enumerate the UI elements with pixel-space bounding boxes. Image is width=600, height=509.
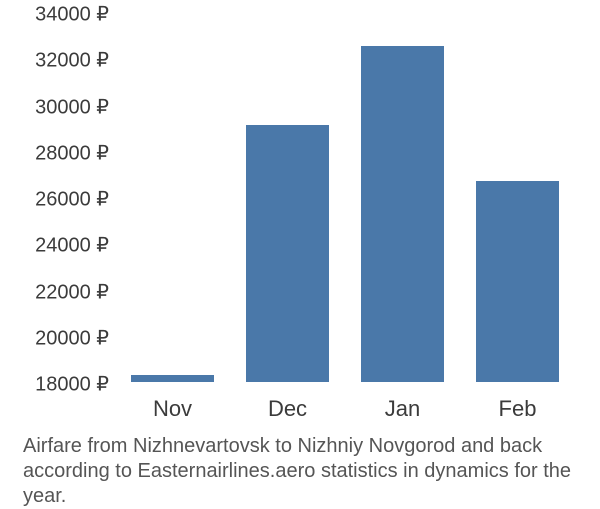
y-tick-label: 18000 ₽ xyxy=(35,372,115,397)
y-tick-label: 22000 ₽ xyxy=(35,279,115,304)
y-tick-label: 24000 ₽ xyxy=(35,233,115,258)
x-tick-label: Jan xyxy=(385,396,420,422)
bar xyxy=(476,181,559,383)
x-tick-label: Nov xyxy=(153,396,192,422)
y-tick-label: 28000 ₽ xyxy=(35,140,115,165)
bar xyxy=(131,375,214,382)
y-tick-label: 32000 ₽ xyxy=(35,48,115,73)
chart-caption: Airfare from Nizhnevartovsk to Nizhniy N… xyxy=(23,434,595,509)
airfare-bar-chart: 18000 ₽ 20000 ₽ 22000 ₽ 24000 ₽ 26000 ₽ 28000… xyxy=(0,0,600,500)
x-tick-label: Feb xyxy=(499,396,537,422)
y-tick-label: 20000 ₽ xyxy=(35,325,115,350)
plot-area: 18000 ₽20000 ₽22000 ₽24000 ₽26000 ₽28000… xyxy=(115,14,575,384)
y-tick-label: 34000 ₽ xyxy=(35,2,115,27)
y-tick-label: 30000 ₽ xyxy=(35,94,115,119)
y-tick-label: 26000 ₽ xyxy=(35,187,115,212)
x-tick-label: Dec xyxy=(268,396,307,422)
bar xyxy=(361,46,444,382)
bar xyxy=(246,125,329,382)
